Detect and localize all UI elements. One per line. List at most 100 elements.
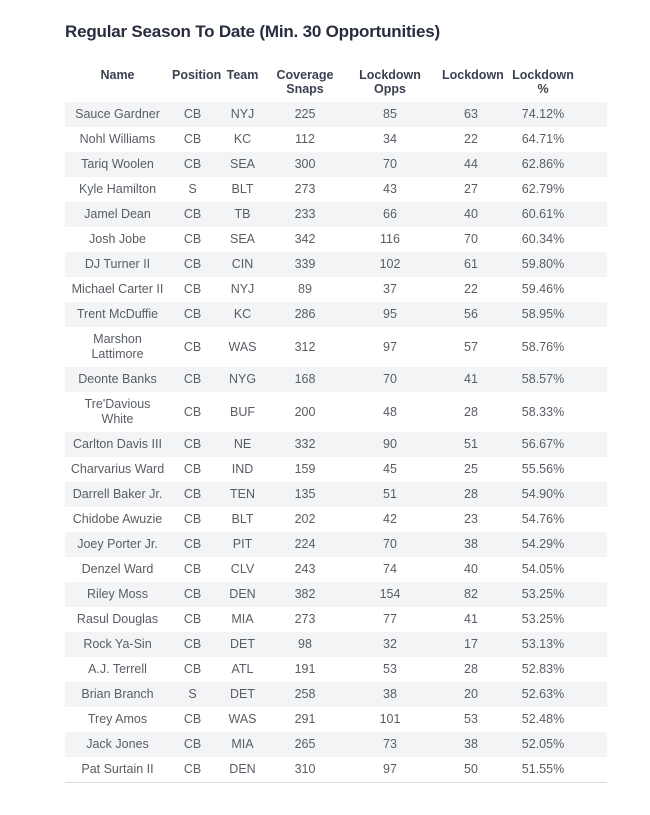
cell-name: Jamel Dean bbox=[84, 207, 151, 221]
cell-position: CB bbox=[183, 537, 202, 551]
cell-position: CB bbox=[183, 372, 202, 386]
cell-coverage-snaps: 135 bbox=[294, 487, 316, 501]
cell-team: CIN bbox=[231, 257, 254, 271]
stats-table: Name Position Team Coverage Snaps Lockdo… bbox=[65, 42, 607, 783]
cell-lockdown-opps: 70 bbox=[383, 157, 397, 171]
cell-lockdown: 41 bbox=[464, 372, 478, 386]
page-title: Regular Season To Date (Min. 30 Opportun… bbox=[65, 22, 440, 41]
table-row: Tariq Woolen CB SEA 300 70 44 62.86% bbox=[65, 152, 607, 177]
cell-position: CB bbox=[183, 207, 202, 221]
cell-lockdown-opps: 42 bbox=[383, 512, 397, 526]
cell-lockdown-pct: 53.25% bbox=[521, 612, 565, 626]
table-header: Name Position Team Coverage Snaps Lockdo… bbox=[65, 42, 607, 102]
cell-lockdown-pct: 54.76% bbox=[521, 512, 565, 526]
cell-lockdown-opps: 85 bbox=[383, 107, 397, 121]
cell-coverage-snaps: 224 bbox=[294, 537, 316, 551]
cell-lockdown-opps: 48 bbox=[383, 404, 397, 419]
cell-lockdown-pct: 53.13% bbox=[521, 637, 565, 651]
table-row: Tre'Davious White CB BUF 200 48 28 58.33% bbox=[65, 392, 607, 432]
cell-lockdown-pct: 58.57% bbox=[521, 372, 565, 386]
cell-lockdown: 50 bbox=[464, 762, 478, 776]
cell-lockdown-opps: 66 bbox=[383, 207, 397, 221]
cell-lockdown-opps: 101 bbox=[379, 712, 401, 726]
cell-lockdown-opps: 45 bbox=[383, 462, 397, 476]
table-row: Brian Branch S DET 258 38 20 52.63% bbox=[65, 682, 607, 707]
cell-team: NYG bbox=[228, 372, 257, 386]
cell-team: IND bbox=[231, 462, 254, 476]
cell-position: CB bbox=[183, 132, 202, 146]
cell-lockdown-pct: 58.33% bbox=[521, 404, 565, 419]
cell-lockdown-opps: 154 bbox=[379, 587, 401, 601]
cell-position: CB bbox=[183, 282, 202, 296]
cell-coverage-snaps: 286 bbox=[294, 307, 316, 321]
cell-lockdown: 27 bbox=[464, 182, 478, 196]
table-row: A.J. Terrell CB ATL 191 53 28 52.83% bbox=[65, 657, 607, 682]
cell-team: MIA bbox=[231, 612, 254, 626]
cell-lockdown: 38 bbox=[464, 737, 478, 751]
cell-name: Sauce Gardner bbox=[75, 107, 160, 121]
cell-lockdown: 70 bbox=[464, 232, 478, 246]
cell-name: Tre'Davious White bbox=[84, 397, 151, 426]
cell-position: CB bbox=[183, 404, 202, 419]
cell-position: CB bbox=[183, 157, 202, 171]
cell-lockdown-pct: 58.95% bbox=[521, 307, 565, 321]
table-row: Deonte Banks CB NYG 168 70 41 58.57% bbox=[65, 367, 607, 392]
cell-team: DET bbox=[230, 687, 255, 701]
table-row: Charvarius Ward CB IND 159 45 25 55.56% bbox=[65, 457, 607, 482]
cell-team: SEA bbox=[229, 157, 255, 171]
cell-position: CB bbox=[183, 637, 202, 651]
cell-coverage-snaps: 382 bbox=[294, 587, 316, 601]
cell-name: Rock Ya-Sin bbox=[83, 637, 152, 651]
cell-lockdown-opps: 34 bbox=[383, 132, 397, 146]
cell-coverage-snaps: 258 bbox=[294, 687, 316, 701]
cell-team: DET bbox=[230, 637, 255, 651]
table-row: Trey Amos CB WAS 291 101 53 52.48% bbox=[65, 707, 607, 732]
cell-lockdown-opps: 90 bbox=[383, 437, 397, 451]
cell-name: Tariq Woolen bbox=[81, 157, 154, 171]
cell-coverage-snaps: 300 bbox=[294, 157, 316, 171]
cell-lockdown: 82 bbox=[464, 587, 478, 601]
cell-coverage-snaps: 112 bbox=[295, 132, 315, 146]
table-body: Sauce Gardner CB NYJ 225 85 63 74.12% Nohl Will… bbox=[65, 102, 607, 783]
cell-name: Chidobe Awuzie bbox=[72, 512, 163, 526]
cell-lockdown-pct: 54.05% bbox=[521, 562, 565, 576]
cell-lockdown-pct: 60.34% bbox=[521, 232, 565, 246]
cell-position: CB bbox=[183, 712, 202, 726]
cell-lockdown-pct: 64.71% bbox=[521, 132, 565, 146]
cell-name: Riley Moss bbox=[86, 587, 149, 601]
table-row: Rock Ya-Sin CB DET 98 32 17 53.13% bbox=[65, 632, 607, 657]
cell-coverage-snaps: 339 bbox=[294, 257, 316, 271]
cell-lockdown-pct: 52.63% bbox=[521, 687, 565, 701]
cell-name: Charvarius Ward bbox=[70, 462, 165, 476]
cell-team: NYJ bbox=[230, 107, 255, 121]
cell-coverage-snaps: 273 bbox=[294, 182, 316, 196]
cell-lockdown: 22 bbox=[464, 132, 478, 146]
cell-lockdown: 28 bbox=[464, 662, 478, 676]
cell-position: CB bbox=[183, 339, 202, 354]
cell-lockdown-opps: 97 bbox=[383, 762, 397, 776]
cell-team: MIA bbox=[231, 737, 254, 751]
cell-position: CB bbox=[183, 257, 202, 271]
table-row: Pat Surtain II CB DEN 310 97 50 51.55% bbox=[65, 757, 607, 783]
table-row: Darrell Baker Jr. CB TEN 135 51 28 54.90% bbox=[65, 482, 607, 507]
table-row: Joey Porter Jr. CB PIT 224 70 38 54.29% bbox=[65, 532, 607, 557]
cell-lockdown: 63 bbox=[464, 107, 478, 121]
cell-lockdown-pct: 51.55% bbox=[521, 762, 565, 776]
cell-lockdown: 44 bbox=[464, 157, 478, 171]
cell-lockdown: 22 bbox=[464, 282, 478, 296]
table-row: Denzel Ward CB CLV 243 74 40 54.05% bbox=[65, 557, 607, 582]
cell-name: Trey Amos bbox=[87, 712, 148, 726]
cell-team: NE bbox=[233, 437, 252, 451]
cell-position: CB bbox=[183, 307, 202, 321]
cell-lockdown-opps: 32 bbox=[383, 637, 397, 651]
cell-lockdown-opps: 70 bbox=[383, 537, 397, 551]
cell-lockdown-opps: 38 bbox=[383, 687, 397, 701]
column-header-team: Team bbox=[226, 68, 259, 82]
table-row: Michael Carter II CB NYJ 89 37 22 59.46% bbox=[65, 277, 607, 302]
cell-position: CB bbox=[183, 437, 202, 451]
cell-name: Jack Jones bbox=[86, 737, 149, 751]
cell-team: DEN bbox=[229, 762, 256, 776]
cell-lockdown-opps: 37 bbox=[383, 282, 397, 296]
cell-coverage-snaps: 202 bbox=[294, 512, 316, 526]
